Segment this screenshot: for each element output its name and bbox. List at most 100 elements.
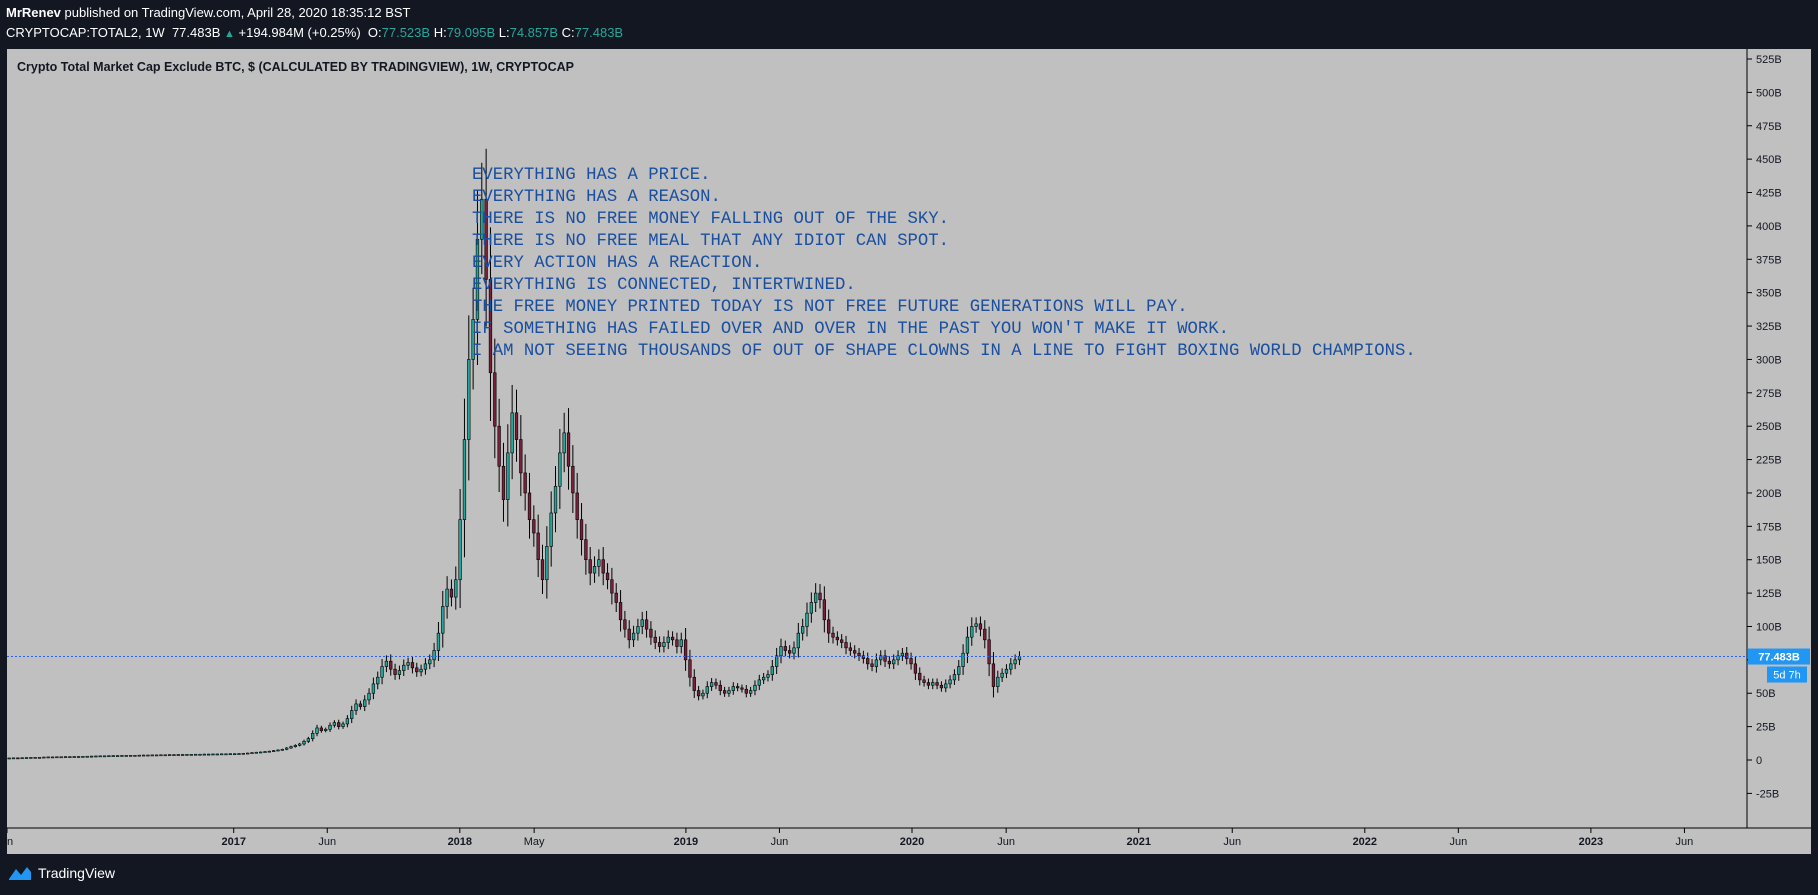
candle	[167, 754, 172, 756]
candle	[814, 592, 818, 603]
high-value: 79.095B	[446, 25, 496, 40]
plot-area[interactable]	[7, 49, 1747, 828]
candle	[29, 757, 33, 759]
candle	[757, 679, 761, 686]
candle	[688, 659, 692, 678]
candle	[961, 652, 965, 667]
time-axis[interactable]: an 2017 Jun 2018 May 2019 Jun 2020 Jun 2021 Jun 202…	[7, 828, 1693, 848]
candle	[545, 546, 549, 581]
candle	[98, 755, 102, 758]
x-tick-label: Jun	[997, 836, 1015, 848]
candle	[653, 636, 657, 643]
candle	[896, 655, 900, 661]
candle	[150, 754, 154, 757]
x-tick-label: an	[7, 836, 13, 848]
candle	[63, 756, 68, 758]
candle	[224, 753, 228, 756]
candle	[952, 674, 957, 681]
candle	[748, 690, 753, 694]
last-value: 77.483B	[171, 25, 221, 40]
candle	[445, 588, 449, 607]
candle	[553, 485, 558, 514]
candle	[913, 663, 918, 674]
candle	[640, 619, 644, 627]
candle	[779, 646, 783, 657]
candle	[727, 690, 731, 694]
candle	[293, 745, 297, 747]
y-tick-label: 175B	[1756, 521, 1782, 533]
candle	[731, 686, 735, 691]
candle	[128, 755, 133, 757]
candle	[449, 588, 454, 598]
candle	[944, 683, 948, 689]
chart-pane[interactable]: -25B025B50B75B100B125B150B175B200B225B25…	[7, 49, 1811, 854]
candle	[389, 660, 393, 670]
candle	[154, 754, 159, 757]
candle	[978, 623, 983, 630]
candle	[467, 359, 471, 440]
candle	[46, 756, 50, 759]
candle	[89, 755, 94, 758]
candle	[475, 238, 480, 320]
candle	[324, 728, 328, 731]
candle	[575, 492, 579, 520]
candle	[206, 753, 211, 756]
candlestick-chart[interactable]: -25B025B50B75B100B125B150B175B200B225B25…	[7, 49, 1811, 854]
candle	[775, 655, 779, 667]
low-value: 74.857B	[509, 25, 559, 40]
candle	[718, 684, 722, 691]
y-tick-label: 500B	[1756, 87, 1782, 99]
candle	[605, 572, 610, 581]
candle	[202, 753, 206, 756]
candle	[683, 639, 688, 661]
annotation-line: THE FREE MONEY PRINTED TODAY IS NOT FREE…	[472, 298, 1188, 317]
ohlc-legend: CRYPTOCAP:TOTAL2, 1W 77.483B ▲ +194.984M…	[6, 25, 623, 40]
candle	[107, 755, 111, 758]
candle	[146, 754, 150, 757]
candle	[809, 602, 813, 614]
y-tick-label: 50B	[1756, 688, 1776, 700]
author-name[interactable]: MrRenev	[6, 5, 61, 20]
candle	[818, 592, 822, 601]
candle	[350, 710, 354, 719]
price-axis[interactable]: -25B025B50B75B100B125B150B175B200B225B25…	[1747, 54, 1782, 800]
candle	[657, 642, 662, 647]
candle	[180, 754, 185, 756]
candle	[306, 738, 311, 742]
candle	[853, 650, 857, 654]
tradingview-logo[interactable]: TradingView	[8, 865, 115, 881]
tradingview-logo-icon	[9, 867, 31, 880]
annotation-line: EVERYTHING HAS A PRICE.	[472, 166, 711, 185]
candle	[566, 432, 571, 467]
candle	[796, 632, 800, 649]
last-price-label-bg	[1748, 648, 1810, 665]
x-tick-label: 2020	[900, 836, 924, 848]
y-tick-label: 425B	[1756, 188, 1782, 200]
candle	[709, 682, 714, 687]
x-tick-label: Jun	[318, 836, 336, 848]
candle	[81, 756, 85, 758]
candle	[302, 741, 306, 745]
candle	[137, 754, 141, 757]
candle	[935, 682, 939, 686]
candle	[341, 723, 345, 727]
candle	[328, 724, 332, 730]
published-info: published on TradingView.com, April 28, …	[64, 5, 411, 20]
candle	[636, 626, 640, 634]
annotation-line: IF SOMETHING HAS FAILED OVER AND OVER IN…	[472, 320, 1229, 339]
candle	[376, 676, 380, 685]
candle	[163, 754, 167, 757]
candle	[419, 668, 423, 673]
candle	[514, 412, 519, 440]
annotation-line: THERE IS NO FREE MEAL THAT ANY IDIOT CAN…	[472, 232, 949, 251]
candle	[965, 636, 970, 654]
y-tick-label: 300B	[1756, 354, 1782, 366]
candle	[272, 750, 276, 752]
candle	[254, 751, 258, 754]
candle	[909, 658, 913, 665]
candle	[237, 753, 241, 755]
text-annotation[interactable]: EVERYTHING HAS A PRICE. EVERYTHING HAS A …	[472, 166, 1416, 361]
candle	[592, 566, 597, 574]
candle	[11, 757, 16, 760]
candle	[215, 753, 219, 756]
